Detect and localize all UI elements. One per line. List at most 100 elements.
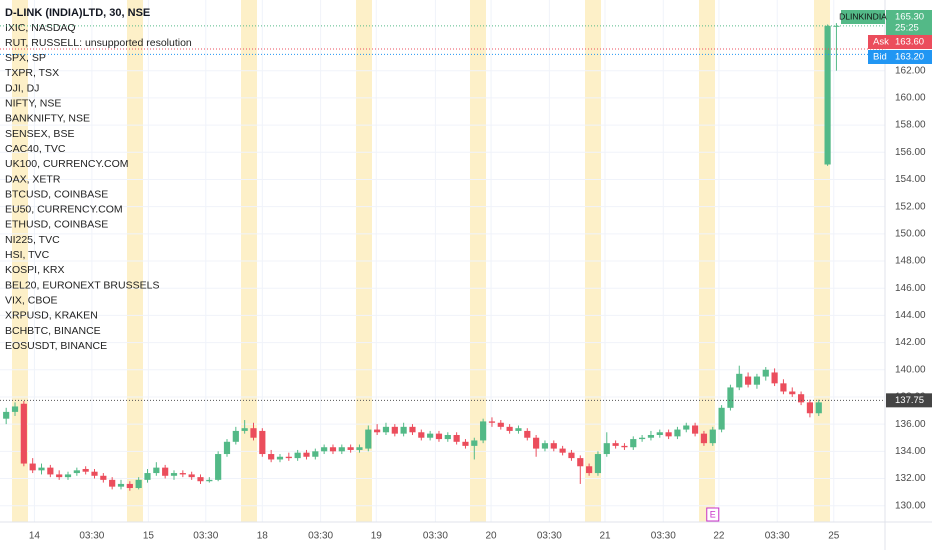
candle-body bbox=[798, 394, 805, 403]
candle-body bbox=[382, 426, 390, 433]
y-tick-label: 158.00 bbox=[895, 120, 926, 131]
y-tick-label: 160.00 bbox=[895, 93, 926, 104]
candle-body bbox=[586, 466, 593, 474]
y-tick-label: 144.00 bbox=[895, 310, 926, 321]
candle-body bbox=[117, 483, 125, 487]
x-tick-label: 03:30 bbox=[308, 531, 333, 542]
candle-body bbox=[621, 445, 628, 448]
symbol-label: BCHBTC, BINANCE bbox=[5, 325, 101, 337]
candle-body bbox=[109, 479, 116, 487]
candle-body bbox=[577, 458, 584, 467]
symbol-label: NIFTY, NSE bbox=[5, 98, 61, 110]
symbol-label: BEL20, EURONEXT BRUSSELS bbox=[5, 279, 159, 291]
candle-body bbox=[38, 467, 45, 471]
symbol-label: TXPR, TSX bbox=[5, 67, 59, 79]
candle-body bbox=[815, 402, 822, 414]
candle-body bbox=[153, 467, 160, 474]
candle-body bbox=[515, 428, 522, 431]
candle-body bbox=[833, 25, 840, 27]
candle-body bbox=[559, 448, 566, 453]
x-tick-label: 25 bbox=[828, 531, 840, 542]
candle-body bbox=[170, 473, 178, 476]
symbol-name: DLINKINDIA bbox=[839, 11, 887, 21]
candle-body bbox=[683, 425, 690, 430]
x-tick-label: 03:30 bbox=[765, 531, 790, 542]
x-tick-label: 14 bbox=[29, 531, 41, 542]
candle-body bbox=[418, 432, 425, 438]
candle-body bbox=[321, 447, 328, 452]
y-tick-label: 140.00 bbox=[895, 364, 926, 375]
candle-body bbox=[197, 477, 204, 482]
y-tick-label: 146.00 bbox=[895, 283, 926, 294]
candle-body bbox=[753, 376, 761, 385]
symbol-label: HSI, TVC bbox=[5, 249, 50, 261]
candle-body bbox=[356, 447, 363, 450]
x-tick-label: 21 bbox=[599, 531, 611, 542]
candle-body bbox=[647, 435, 655, 438]
symbol-label: NI225, TVC bbox=[5, 234, 60, 246]
candle-body bbox=[268, 454, 275, 460]
ask-badge bbox=[868, 35, 932, 49]
x-tick-label: 03:30 bbox=[651, 531, 676, 542]
bid-label: 163.20 bbox=[895, 52, 924, 63]
candle-body bbox=[250, 428, 257, 438]
y-tick-label: 154.00 bbox=[895, 174, 926, 185]
candle-body bbox=[391, 426, 398, 434]
candle-body bbox=[656, 432, 663, 435]
candle-body bbox=[524, 430, 531, 438]
candle-body bbox=[736, 373, 743, 388]
candle-body bbox=[47, 467, 54, 475]
candle-body bbox=[568, 452, 575, 459]
symbol-label: EU50, CURRENCY.COM bbox=[5, 204, 123, 216]
candle-body bbox=[630, 439, 637, 448]
candle-body bbox=[223, 441, 231, 455]
candle-body bbox=[312, 451, 319, 457]
candle-body bbox=[709, 429, 716, 444]
symbol-label: BANKNIFTY, NSE bbox=[5, 113, 90, 125]
candle-body bbox=[427, 433, 434, 438]
bid-name: Bid bbox=[873, 52, 887, 63]
candle-body bbox=[126, 483, 133, 489]
symbol-label: SPX, SP bbox=[5, 52, 46, 64]
symbol-label: SENSEX, BSE bbox=[5, 128, 74, 140]
x-tick-label: 19 bbox=[371, 531, 383, 542]
candle-body bbox=[11, 406, 19, 412]
candle-body bbox=[82, 468, 89, 472]
candle-body bbox=[3, 411, 10, 419]
candle-body bbox=[276, 456, 284, 460]
candle-body bbox=[789, 391, 796, 395]
x-tick-label: 03:30 bbox=[537, 531, 562, 542]
candle-body bbox=[453, 435, 460, 442]
ask-name: Ask bbox=[873, 37, 889, 48]
candle-body bbox=[400, 426, 407, 434]
candle-body bbox=[488, 421, 496, 423]
candle-body bbox=[533, 437, 540, 449]
candle-body bbox=[718, 407, 725, 430]
candle-body bbox=[541, 443, 549, 449]
candle-body bbox=[365, 429, 372, 449]
symbol-label: EOSUSDT, BINANCE bbox=[5, 340, 107, 352]
candle-body bbox=[56, 474, 63, 478]
countdown: 25:25 bbox=[895, 23, 919, 34]
candle-body bbox=[206, 479, 213, 482]
candle-body bbox=[91, 471, 98, 476]
x-tick-label: 20 bbox=[486, 531, 498, 542]
symbol-label: DAX, XETR bbox=[5, 173, 61, 185]
x-tick-label: 15 bbox=[143, 531, 155, 542]
candle-body bbox=[550, 443, 557, 449]
y-tick-label: 132.00 bbox=[895, 473, 926, 484]
candle-body bbox=[762, 369, 769, 377]
candle-body bbox=[64, 474, 72, 478]
candle-body bbox=[259, 430, 266, 455]
y-tick-label: 150.00 bbox=[895, 228, 926, 239]
candle-body bbox=[471, 440, 478, 446]
candle-body bbox=[594, 454, 602, 474]
symbol-label: IXIC, NASDAQ bbox=[5, 22, 76, 34]
candle-body bbox=[29, 463, 36, 471]
candle-body bbox=[674, 429, 681, 437]
candle-body bbox=[771, 372, 778, 384]
y-tick-label: 152.00 bbox=[895, 201, 926, 212]
chart-title: D-LINK (INDIA)LTD, 30, NSE bbox=[5, 7, 150, 19]
x-tick-label: 18 bbox=[257, 531, 269, 542]
